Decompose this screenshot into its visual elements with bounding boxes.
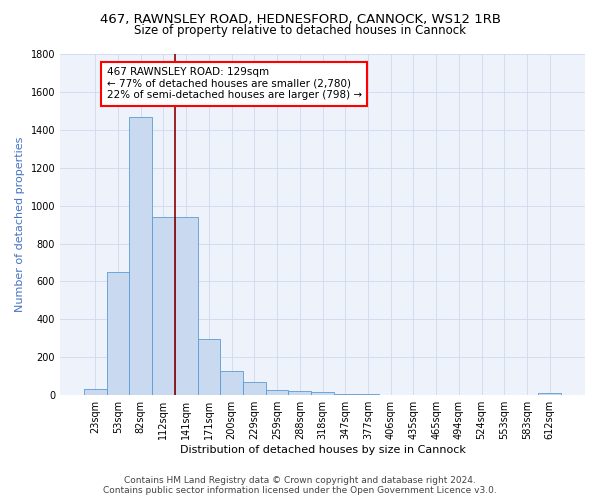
- Text: 467, RAWNSLEY ROAD, HEDNESFORD, CANNOCK, WS12 1RB: 467, RAWNSLEY ROAD, HEDNESFORD, CANNOCK,…: [100, 12, 500, 26]
- Bar: [243, 382, 266, 395]
- Text: 467 RAWNSLEY ROAD: 129sqm
← 77% of detached houses are smaller (2,780)
22% of se: 467 RAWNSLEY ROAD: 129sqm ← 77% of detac…: [107, 68, 362, 100]
- Bar: [538, 394, 561, 395]
- Bar: [289, 392, 311, 395]
- Bar: [379, 394, 402, 395]
- Bar: [402, 394, 425, 395]
- Text: Contains HM Land Registry data © Crown copyright and database right 2024.
Contai: Contains HM Land Registry data © Crown c…: [103, 476, 497, 495]
- Bar: [84, 388, 107, 395]
- Bar: [152, 217, 175, 395]
- Bar: [175, 217, 197, 395]
- Bar: [197, 340, 220, 395]
- Bar: [334, 394, 356, 395]
- Text: Size of property relative to detached houses in Cannock: Size of property relative to detached ho…: [134, 24, 466, 37]
- Bar: [220, 370, 243, 395]
- Y-axis label: Number of detached properties: Number of detached properties: [15, 137, 25, 312]
- Bar: [311, 392, 334, 395]
- Bar: [107, 272, 130, 395]
- Bar: [130, 116, 152, 395]
- Bar: [266, 390, 289, 395]
- X-axis label: Distribution of detached houses by size in Cannock: Distribution of detached houses by size …: [179, 445, 466, 455]
- Bar: [356, 394, 379, 395]
